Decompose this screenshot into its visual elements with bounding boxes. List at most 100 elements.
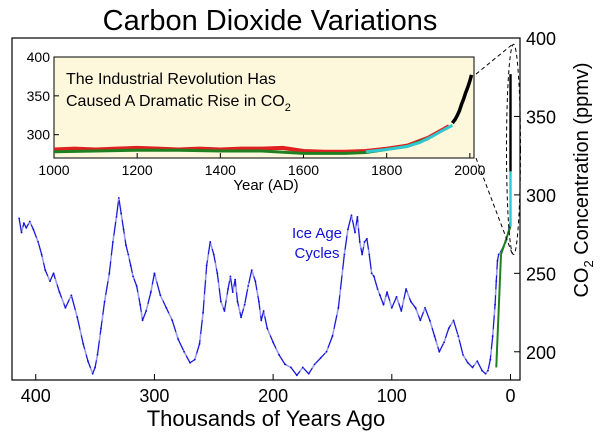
ice-core-point bbox=[373, 275, 375, 278]
y-axis-label: CO2 Concentration (ppmv) bbox=[571, 62, 596, 297]
inset-x-axis-label: Year (AD) bbox=[233, 177, 298, 194]
ice-core-point bbox=[139, 303, 142, 306]
inset-chart: 1000 1200 1400 1600 1800 2000 300 350 400 The I… bbox=[27, 49, 486, 194]
holocene-green bbox=[495, 254, 503, 368]
ice-core-point bbox=[354, 231, 356, 234]
ice-core-point bbox=[234, 278, 237, 281]
inset-x-tick-label: 1000 bbox=[38, 162, 69, 178]
ice-core-point bbox=[22, 222, 25, 225]
ice-core-point bbox=[489, 358, 492, 361]
ice-core-point bbox=[278, 353, 280, 356]
ice-core-point bbox=[313, 363, 316, 366]
ice-core-point bbox=[325, 350, 328, 353]
ice-core-point bbox=[363, 241, 366, 243]
ice-core-point bbox=[219, 300, 222, 303]
inset-x-tick-label: 1200 bbox=[122, 162, 153, 178]
x-axis-label: Thousands of Years Ago bbox=[147, 406, 386, 431]
inset-x-tick-label: 1400 bbox=[205, 162, 236, 178]
ice-core-point bbox=[266, 327, 269, 330]
inset-x-axis: 1000 1200 1400 1600 1800 2000 bbox=[38, 153, 486, 178]
main-plot-frame bbox=[11, 37, 521, 381]
ice-core-point bbox=[32, 228, 35, 231]
ice-core-point bbox=[122, 228, 125, 231]
ice-core-point bbox=[120, 212, 123, 215]
ice-core-point bbox=[491, 335, 494, 337]
inset-y-tick-label: 350 bbox=[27, 88, 51, 104]
ice-core-point bbox=[236, 300, 239, 303]
ice-core-point bbox=[350, 214, 353, 217]
ice-core-point bbox=[414, 306, 417, 309]
ice-core-point bbox=[433, 335, 436, 337]
ice-core-point bbox=[272, 341, 275, 344]
ice-core-point bbox=[205, 264, 208, 267]
x-tick-label: 100 bbox=[377, 386, 407, 406]
ice-core-point bbox=[132, 275, 134, 278]
ice-core-point bbox=[386, 291, 388, 294]
ice-core-point bbox=[127, 253, 130, 256]
ice-core-point bbox=[358, 241, 361, 243]
ice-core-point bbox=[405, 288, 407, 290]
ice-core-point bbox=[400, 310, 403, 312]
ice-core-point bbox=[382, 303, 385, 306]
ice-core-point bbox=[471, 366, 474, 369]
ice-core-point bbox=[495, 280, 498, 283]
ice-core-point bbox=[223, 310, 226, 312]
ice-core-point bbox=[462, 353, 464, 356]
x-tick-label: 0 bbox=[505, 386, 515, 406]
ice-core-point bbox=[496, 259, 499, 262]
ice-core-point bbox=[424, 306, 426, 309]
y-tick-label: 300 bbox=[526, 186, 556, 206]
ice-core-point bbox=[301, 366, 304, 369]
inset-series-line bbox=[365, 124, 454, 154]
ice-core-point bbox=[165, 306, 168, 309]
ice-core-point bbox=[231, 291, 234, 294]
ice-core-point bbox=[476, 360, 479, 363]
ice-core-point bbox=[108, 272, 111, 275]
inset-x-tick-label: 2000 bbox=[454, 162, 485, 178]
annotation-ice-age: Ice Age bbox=[292, 225, 342, 242]
ice-core-point bbox=[145, 310, 148, 312]
ice-core-point bbox=[379, 294, 381, 297]
connector-top bbox=[475, 43, 513, 75]
x-tick-label: 400 bbox=[21, 386, 51, 406]
ice-core-point bbox=[260, 319, 263, 322]
ice-core-point bbox=[250, 269, 253, 272]
x-tick-label: 200 bbox=[258, 386, 288, 406]
ice-core-point bbox=[159, 294, 162, 297]
ice-core-point bbox=[229, 275, 232, 278]
main-y-axis: 200 250 300 350 400 bbox=[514, 29, 556, 363]
ice-core-point bbox=[94, 366, 96, 369]
ice-core-point bbox=[466, 361, 469, 364]
connector-ellipse bbox=[506, 43, 522, 255]
annotation-cycles: Cycles bbox=[294, 245, 339, 262]
ice-core-point bbox=[149, 291, 152, 294]
inset-connectors bbox=[475, 43, 522, 255]
ice-core-point bbox=[284, 363, 286, 366]
connector-bottom bbox=[475, 157, 513, 255]
ice-core-point bbox=[247, 284, 250, 287]
ice-core-point bbox=[115, 215, 118, 218]
inset-y-axis: 300 350 400 bbox=[27, 49, 59, 143]
ice-core-point bbox=[390, 306, 393, 309]
ice-core-point bbox=[365, 237, 368, 240]
ice-core-point bbox=[135, 284, 138, 287]
ice-core-point bbox=[96, 353, 99, 356]
modern-rise-series bbox=[495, 74, 512, 368]
ice-core-point bbox=[125, 244, 127, 246]
ice-core-point bbox=[117, 197, 120, 199]
ice-core-point bbox=[49, 280, 51, 283]
ice-core-point bbox=[103, 300, 106, 303]
ice-core-point bbox=[111, 241, 114, 243]
inset-series-line bbox=[450, 74, 474, 125]
ice-core-point bbox=[376, 288, 379, 290]
holocene-green bbox=[500, 225, 512, 255]
ice-core-point bbox=[70, 294, 73, 297]
ice-core-point bbox=[20, 231, 23, 234]
ice-core-point bbox=[447, 327, 450, 330]
y-tick-label: 250 bbox=[526, 264, 556, 284]
ice-core-point bbox=[189, 361, 191, 364]
ice-core-point bbox=[100, 327, 102, 330]
ice-core-point bbox=[419, 319, 422, 322]
ice-core-point bbox=[438, 350, 441, 353]
